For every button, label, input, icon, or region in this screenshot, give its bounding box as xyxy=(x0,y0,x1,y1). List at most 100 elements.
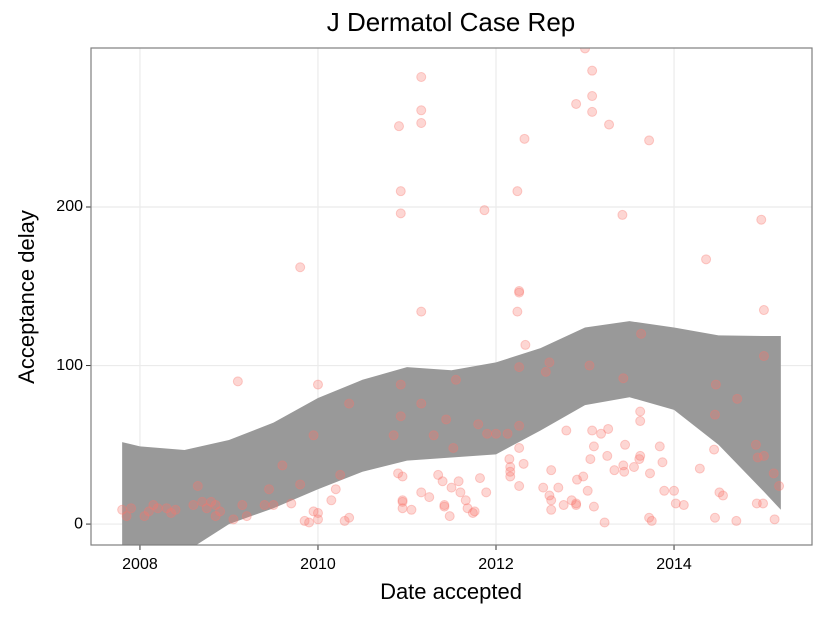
point xyxy=(654,441,665,452)
point xyxy=(395,186,406,197)
point xyxy=(701,254,712,265)
point xyxy=(588,441,599,452)
point xyxy=(393,468,404,479)
point xyxy=(416,398,427,409)
point xyxy=(473,419,484,430)
point xyxy=(437,476,448,487)
point xyxy=(504,454,515,465)
point xyxy=(758,498,769,509)
point xyxy=(344,398,355,409)
point xyxy=(758,450,769,461)
point xyxy=(308,506,319,517)
point xyxy=(768,468,779,479)
point xyxy=(264,484,275,495)
point xyxy=(635,450,646,461)
point xyxy=(750,439,761,450)
point xyxy=(644,468,655,479)
point xyxy=(455,487,466,498)
point xyxy=(453,476,464,487)
point xyxy=(635,406,646,417)
point xyxy=(444,511,455,522)
point xyxy=(571,500,582,511)
point xyxy=(228,514,239,525)
point xyxy=(538,482,549,493)
point xyxy=(448,442,459,453)
point xyxy=(514,286,525,297)
point xyxy=(717,490,728,501)
point xyxy=(474,473,485,484)
point xyxy=(312,379,323,390)
point xyxy=(210,511,221,522)
point xyxy=(714,487,725,498)
point xyxy=(619,466,630,477)
point xyxy=(299,515,310,526)
point xyxy=(117,504,128,515)
point xyxy=(774,481,785,492)
point xyxy=(397,496,408,507)
point xyxy=(241,511,252,522)
point xyxy=(669,485,680,496)
point xyxy=(646,515,657,526)
point xyxy=(514,442,525,453)
point xyxy=(388,430,399,441)
point xyxy=(519,133,530,144)
point xyxy=(587,106,598,117)
point xyxy=(143,506,154,517)
point xyxy=(395,379,406,390)
point xyxy=(188,500,199,511)
point xyxy=(406,504,417,515)
y-tick-label: 200 xyxy=(56,198,83,215)
point xyxy=(756,214,767,225)
point xyxy=(587,91,598,102)
point xyxy=(295,479,306,490)
point xyxy=(752,452,763,463)
point xyxy=(694,463,705,474)
point xyxy=(512,306,523,317)
point xyxy=(215,506,226,517)
point xyxy=(441,414,452,425)
point xyxy=(670,498,681,509)
point xyxy=(192,481,203,492)
point xyxy=(397,495,408,506)
point xyxy=(433,469,444,480)
point xyxy=(566,495,577,506)
point xyxy=(512,186,523,197)
point xyxy=(644,135,655,146)
point xyxy=(644,512,655,523)
y-axis-label: Acceptance delay xyxy=(14,210,39,384)
point xyxy=(544,357,555,368)
point xyxy=(518,458,529,469)
point xyxy=(424,492,435,503)
point xyxy=(520,339,531,350)
point xyxy=(618,460,629,471)
point xyxy=(482,428,493,439)
point xyxy=(587,425,598,436)
point xyxy=(657,457,668,468)
point xyxy=(732,393,743,404)
chart-title: J Dermatol Case Rep xyxy=(327,7,576,37)
point xyxy=(286,498,297,509)
point xyxy=(635,416,646,427)
y-tick-label: 0 xyxy=(74,515,83,532)
point xyxy=(393,121,404,132)
point xyxy=(467,507,478,518)
point xyxy=(571,498,582,509)
point xyxy=(232,376,243,387)
point xyxy=(460,495,471,506)
point xyxy=(603,423,614,434)
point xyxy=(599,517,610,528)
point xyxy=(161,503,172,514)
point xyxy=(416,105,427,116)
point xyxy=(604,119,615,130)
point xyxy=(148,500,159,511)
point xyxy=(620,439,631,450)
point xyxy=(587,65,598,76)
point xyxy=(312,514,323,525)
point xyxy=(617,209,628,220)
point xyxy=(596,428,607,439)
point xyxy=(588,501,599,512)
point xyxy=(469,506,480,517)
point xyxy=(295,262,306,273)
plot-area xyxy=(117,48,785,545)
